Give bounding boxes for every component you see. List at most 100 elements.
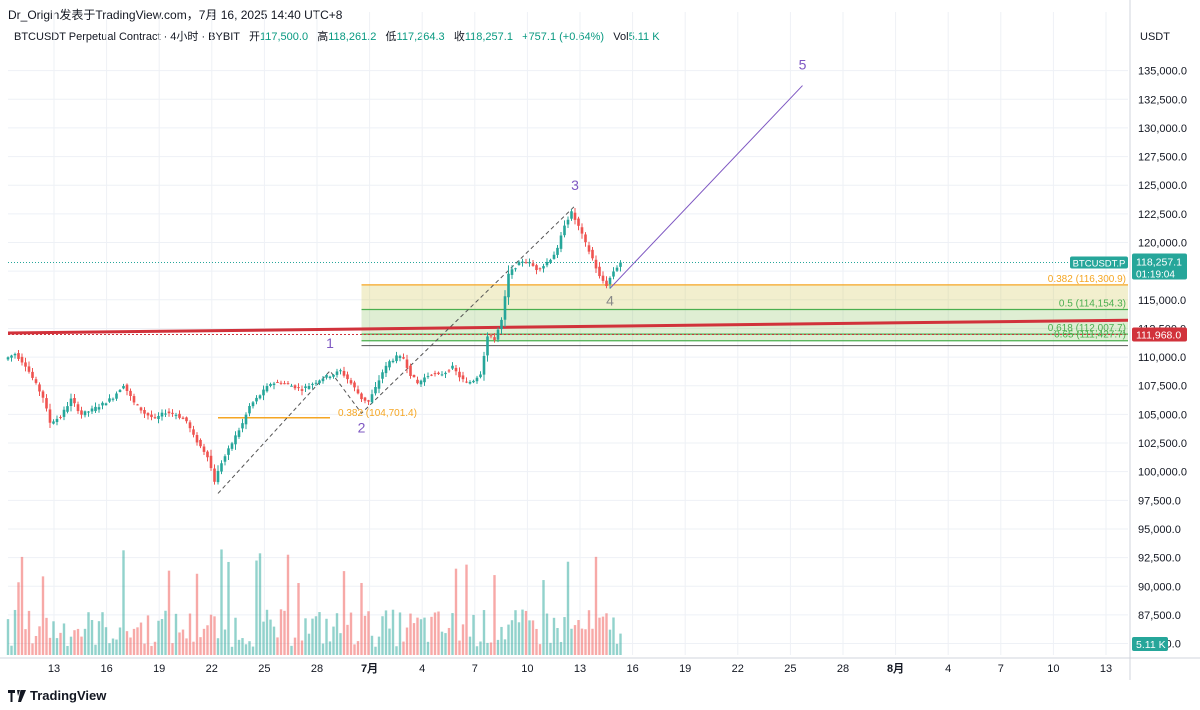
volume-bar	[171, 643, 174, 655]
candle-body	[440, 374, 444, 376]
volume-bar	[517, 622, 521, 655]
fib-level-label: 0.65 (111,427.7)	[1054, 330, 1126, 341]
volume-bar	[363, 615, 367, 655]
candle-body	[167, 411, 171, 414]
volume-bar	[437, 611, 440, 655]
candle-body	[129, 390, 132, 396]
candle-body	[244, 414, 248, 425]
volume-bar	[87, 612, 90, 655]
candle-body	[594, 259, 598, 269]
close-label: 收	[453, 31, 465, 43]
x-tick-label: 16	[100, 663, 112, 675]
volume-bar	[150, 645, 153, 655]
volume-bar	[108, 643, 111, 655]
candle-body	[367, 400, 370, 402]
volume-bar	[486, 642, 489, 655]
volume-bar	[143, 643, 146, 655]
candle-body	[419, 380, 423, 385]
candle-body	[83, 411, 87, 416]
volume-bar	[601, 616, 605, 655]
candle-body	[164, 413, 167, 415]
candle-body	[59, 417, 62, 419]
volume-bar	[612, 617, 615, 655]
x-tick-label: 7	[998, 663, 1004, 675]
y-tick-label: 132,500.0	[1138, 94, 1187, 106]
volume-bar	[139, 622, 143, 655]
volume-bar	[496, 639, 500, 655]
candle-body	[587, 245, 591, 252]
candle-body	[458, 371, 461, 378]
candle-body	[353, 382, 356, 388]
candle-body	[545, 261, 549, 266]
volume-bar	[377, 636, 381, 655]
trend-price-tag	[1132, 327, 1187, 342]
candle-body	[136, 404, 139, 406]
candle-body	[293, 385, 297, 389]
candle-body	[328, 376, 332, 379]
candle-body	[377, 380, 381, 389]
footer-brand[interactable]: TradingView	[8, 688, 106, 703]
volume-bar	[297, 583, 300, 655]
candle-body	[251, 402, 255, 407]
volume-bar	[209, 614, 213, 655]
volume-bar	[409, 613, 412, 655]
volume-bar	[248, 641, 251, 655]
candle-body	[101, 402, 104, 406]
symbol-tag-label: BTCUSDT.P	[1073, 258, 1126, 269]
candle-body	[542, 266, 545, 269]
candle-body	[97, 407, 101, 410]
volume-bar	[535, 628, 538, 655]
volume-bar	[367, 611, 370, 655]
volume-bar	[31, 643, 34, 655]
volume-bar	[510, 620, 514, 655]
candle-body	[405, 359, 409, 368]
open-value: 117,500.0	[259, 31, 309, 43]
candle-body	[209, 455, 213, 469]
candle-body	[188, 422, 192, 429]
volume-bar	[566, 561, 570, 655]
fib-level-label: 0.618 (112,007.7)	[1048, 323, 1126, 334]
volume-bar	[10, 645, 13, 655]
x-tick-label: 19	[153, 663, 165, 675]
volume-tag	[1132, 637, 1168, 651]
volume-bar	[605, 613, 608, 655]
candle-body	[524, 262, 528, 264]
candle-body	[321, 378, 325, 382]
candle-body	[213, 468, 216, 482]
volume-bar	[13, 609, 17, 655]
y-tick-label: 100,000.0	[1138, 467, 1187, 479]
countdown-label: 01:19:04	[1136, 269, 1175, 280]
symbol-label[interactable]: BTCUSDT Perpetual Contract · 4小时 · BYBIT	[14, 31, 240, 43]
volume-bar	[195, 573, 199, 655]
candle-body	[104, 403, 108, 406]
volume-bar	[615, 643, 619, 655]
volume-bar	[405, 627, 409, 655]
candle-body	[346, 374, 349, 380]
candle-body	[300, 389, 304, 391]
x-tick-label: 10	[1047, 663, 1059, 675]
candle-body	[468, 381, 472, 384]
candle-body	[325, 375, 328, 378]
candle-body	[139, 407, 143, 411]
candle-body	[286, 383, 290, 385]
wave-label: 1	[326, 335, 334, 351]
candle-body	[80, 410, 83, 415]
candle-body	[342, 370, 346, 376]
x-tick-label: 7月	[361, 662, 378, 675]
candle-body	[160, 412, 164, 417]
volume-bar	[213, 616, 216, 655]
candle-body	[601, 275, 605, 281]
volume-bar	[17, 582, 20, 655]
candle-body	[48, 409, 52, 423]
volume-bar	[335, 613, 339, 655]
candle-body	[62, 409, 66, 417]
volume-bar	[293, 637, 297, 655]
candle-body	[181, 417, 185, 419]
volume-bar	[234, 617, 237, 655]
candle-body	[444, 372, 447, 375]
candle-body	[615, 267, 619, 271]
y-tick-label: 130,000.0	[1138, 123, 1187, 135]
volume-bar	[370, 635, 374, 655]
candles	[6, 208, 622, 485]
